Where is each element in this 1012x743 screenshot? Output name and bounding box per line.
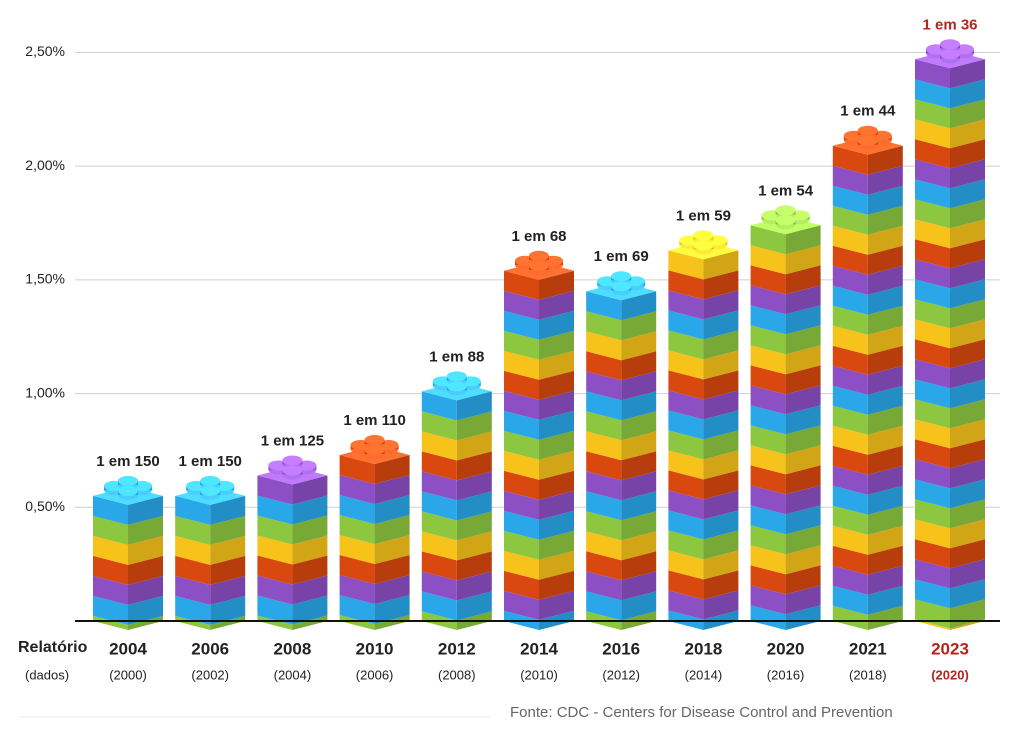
y-tick-label: 1,50% — [25, 271, 65, 287]
bar-annotation: 1 em 69 — [594, 248, 649, 265]
bar — [586, 271, 657, 630]
y-tick-label: 1,00% — [25, 384, 65, 400]
x-axis-label: Relatório — [18, 639, 88, 656]
x-tick-sublabel: (2004) — [274, 667, 312, 682]
x-tick-label: 2016 — [602, 639, 640, 658]
bar — [175, 475, 246, 630]
bar — [832, 125, 903, 630]
x-axis-sublabel: (dados) — [25, 667, 69, 682]
x-tick-sublabel: (2010) — [520, 667, 558, 682]
bar — [93, 475, 163, 630]
bar — [421, 371, 492, 630]
x-tick-sublabel: (2014) — [685, 667, 723, 682]
x-tick-sublabel: (2018) — [849, 667, 887, 682]
bar-annotation: 1 em 125 — [261, 432, 324, 449]
x-tick-label: 2004 — [109, 639, 147, 658]
x-tick-sublabel: (2016) — [767, 667, 805, 682]
y-tick-label: 2,00% — [25, 157, 65, 173]
bar-annotation: 1 em 150 — [96, 453, 159, 470]
x-tick-sublabel: (2012) — [602, 667, 640, 682]
bar — [750, 205, 821, 630]
bar-annotation: 1 em 88 — [429, 348, 484, 365]
x-tick-label: 2010 — [356, 639, 394, 658]
x-tick-label: 2014 — [520, 639, 558, 658]
x-tick-sublabel: (2002) — [191, 667, 229, 682]
bar — [668, 230, 739, 630]
bar-annotation: 1 em 36 — [922, 16, 977, 33]
bar-annotation: 1 em 110 — [343, 412, 406, 429]
x-tick-label: 2006 — [191, 639, 229, 658]
bar-annotation: 1 em 44 — [840, 103, 896, 120]
bar-annotation: 1 em 59 — [676, 207, 731, 224]
source: Fonte: CDC - Centers for Disease Control… — [510, 704, 893, 721]
x-tick-label: 2020 — [767, 639, 805, 658]
x-tick-label: 2012 — [438, 639, 476, 658]
bar — [339, 434, 410, 630]
x-tick-sublabel: (2020) — [931, 667, 969, 682]
bar — [915, 39, 985, 630]
x-tick-label: 2008 — [273, 639, 311, 658]
x-tick-label: 2018 — [684, 639, 722, 658]
x-tick-sublabel: (2008) — [438, 667, 476, 682]
bar — [257, 455, 328, 630]
bar-annotation: 1 em 54 — [758, 182, 814, 199]
y-tick-label: 0,50% — [25, 498, 65, 514]
bar-annotation: 1 em 150 — [179, 453, 242, 470]
bar-annotation: 1 em 68 — [511, 228, 566, 245]
x-tick-label: 2023 — [931, 639, 969, 658]
x-tick-label: 2021 — [849, 639, 887, 658]
x-tick-sublabel: (2000) — [109, 667, 147, 682]
x-tick-sublabel: (2006) — [356, 667, 394, 682]
y-tick-label: 2,50% — [25, 43, 65, 59]
bar — [504, 250, 574, 630]
